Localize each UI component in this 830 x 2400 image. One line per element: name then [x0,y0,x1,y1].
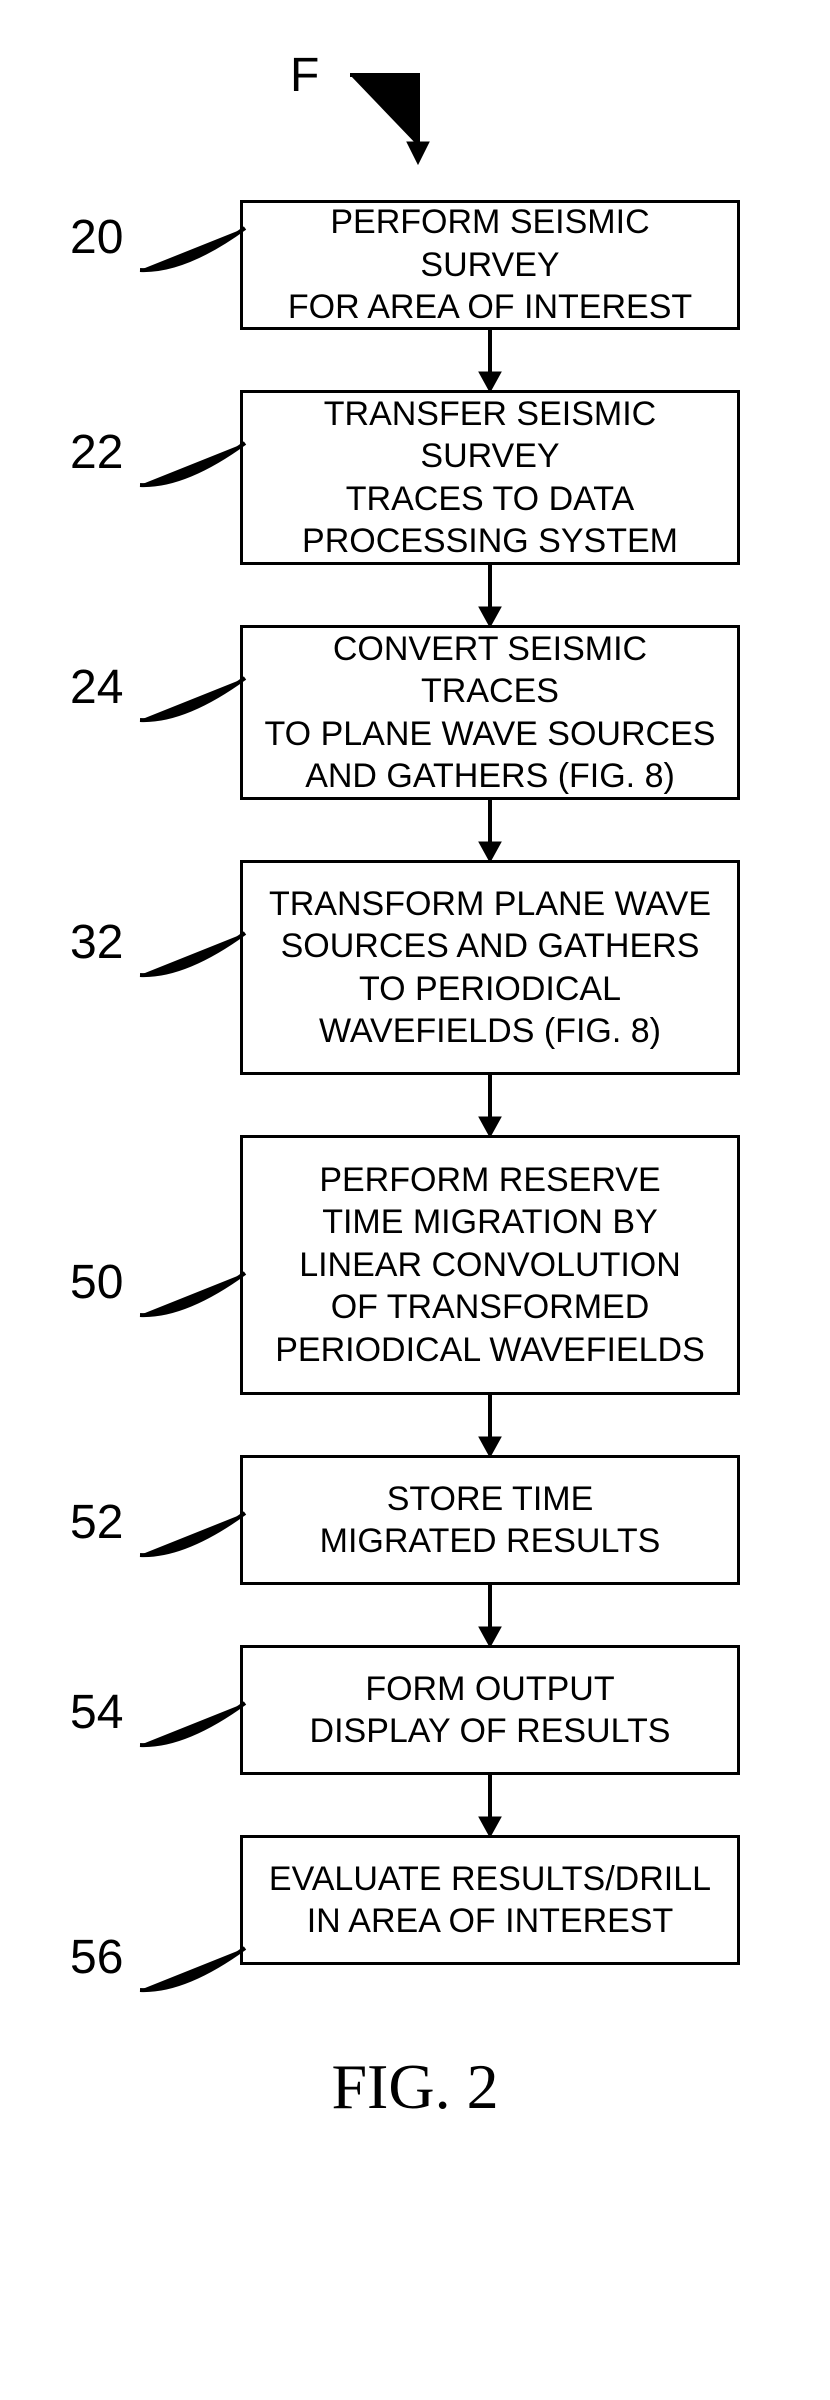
figure-caption: FIG. 2 [331,2050,498,2124]
flowchart-step-20: PERFORM SEISMIC SURVEYFOR AREA OF INTERE… [240,200,740,330]
callout-tick-20 [135,220,248,290]
step-number-56: 56 [70,1930,123,1985]
callout-tick-54 [135,1695,248,1765]
step-number-52: 52 [70,1495,123,1550]
callout-tick-24 [135,670,248,740]
flowchart-step-32: TRANSFORM PLANE WAVESOURCES AND GATHERST… [240,860,740,1075]
step-number-50: 50 [70,1255,123,1310]
arrow-52-to-54 [475,1585,505,1645]
step-number-32: 32 [70,915,123,970]
arrow-54-to-56 [475,1775,505,1835]
callout-tick-22 [135,435,248,505]
callout-tick-32 [135,925,248,995]
flowchart-step-24: CONVERT SEISMIC TRACESTO PLANE WAVE SOUR… [240,625,740,800]
flowchart-step-22: TRANSFER SEISMIC SURVEYTRACES TO DATAPRO… [240,390,740,565]
arrow-32-to-50 [475,1075,505,1135]
title-pointer-arrow [340,65,438,180]
arrow-20-to-22 [475,330,505,390]
step-number-20: 20 [70,210,123,265]
flowchart-step-52: STORE TIMEMIGRATED RESULTS [240,1455,740,1585]
arrow-22-to-24 [475,565,505,625]
figure-reference-label: F [290,48,319,103]
step-number-54: 54 [70,1685,123,1740]
step-number-24: 24 [70,660,123,715]
callout-tick-52 [135,1505,248,1575]
arrow-24-to-32 [475,800,505,860]
arrow-50-to-52 [475,1395,505,1455]
step-number-22: 22 [70,425,123,480]
callout-tick-56 [135,1940,248,2010]
flowchart-step-50: PERFORM RESERVETIME MIGRATION BYLINEAR C… [240,1135,740,1395]
flowchart-step-54: FORM OUTPUTDISPLAY OF RESULTS [240,1645,740,1775]
flowchart-step-56: EVALUATE RESULTS/DRILLIN AREA OF INTERES… [240,1835,740,1965]
callout-tick-50 [135,1265,248,1335]
